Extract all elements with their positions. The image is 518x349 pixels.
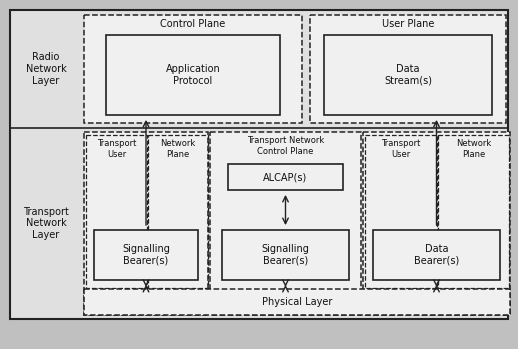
Bar (222, 230, 349, 280)
Bar (373, 230, 500, 280)
Bar (94, 230, 198, 280)
Text: Transport Network
Control Plane: Transport Network Control Plane (247, 136, 324, 156)
Text: Radio
Network
Layer: Radio Network Layer (25, 52, 66, 86)
Bar (106, 35, 280, 115)
Text: Network
Plane: Network Plane (456, 139, 491, 159)
Text: Signalling
Bearer(s): Signalling Bearer(s) (262, 244, 309, 266)
Bar (210, 132, 361, 315)
Bar (10, 10, 508, 319)
Text: Network
Plane: Network Plane (161, 139, 196, 159)
Text: Transport
Network
Layer: Transport Network Layer (23, 207, 69, 240)
Bar (310, 15, 506, 123)
Text: Signalling
Bearer(s): Signalling Bearer(s) (122, 244, 170, 266)
Bar (84, 132, 208, 315)
Text: ALCAP(s): ALCAP(s) (263, 172, 308, 182)
Text: Transport
User: Transport User (97, 139, 136, 159)
Bar (86, 135, 147, 288)
Text: Data
Bearer(s): Data Bearer(s) (414, 244, 459, 266)
Bar (84, 15, 302, 123)
Text: User Plane: User Plane (382, 19, 434, 29)
Bar (228, 164, 343, 190)
Bar (438, 135, 509, 288)
Text: Control Plane: Control Plane (161, 19, 226, 29)
Text: Data
Stream(s): Data Stream(s) (384, 64, 432, 86)
Bar (324, 35, 492, 115)
Text: Transport
User: Transport User (381, 139, 421, 159)
Bar (148, 135, 208, 288)
Bar (363, 132, 510, 315)
Text: Physical Layer: Physical Layer (262, 297, 332, 307)
Text: Application
Protocol: Application Protocol (166, 64, 220, 86)
Bar (84, 289, 510, 315)
Bar (365, 135, 437, 288)
